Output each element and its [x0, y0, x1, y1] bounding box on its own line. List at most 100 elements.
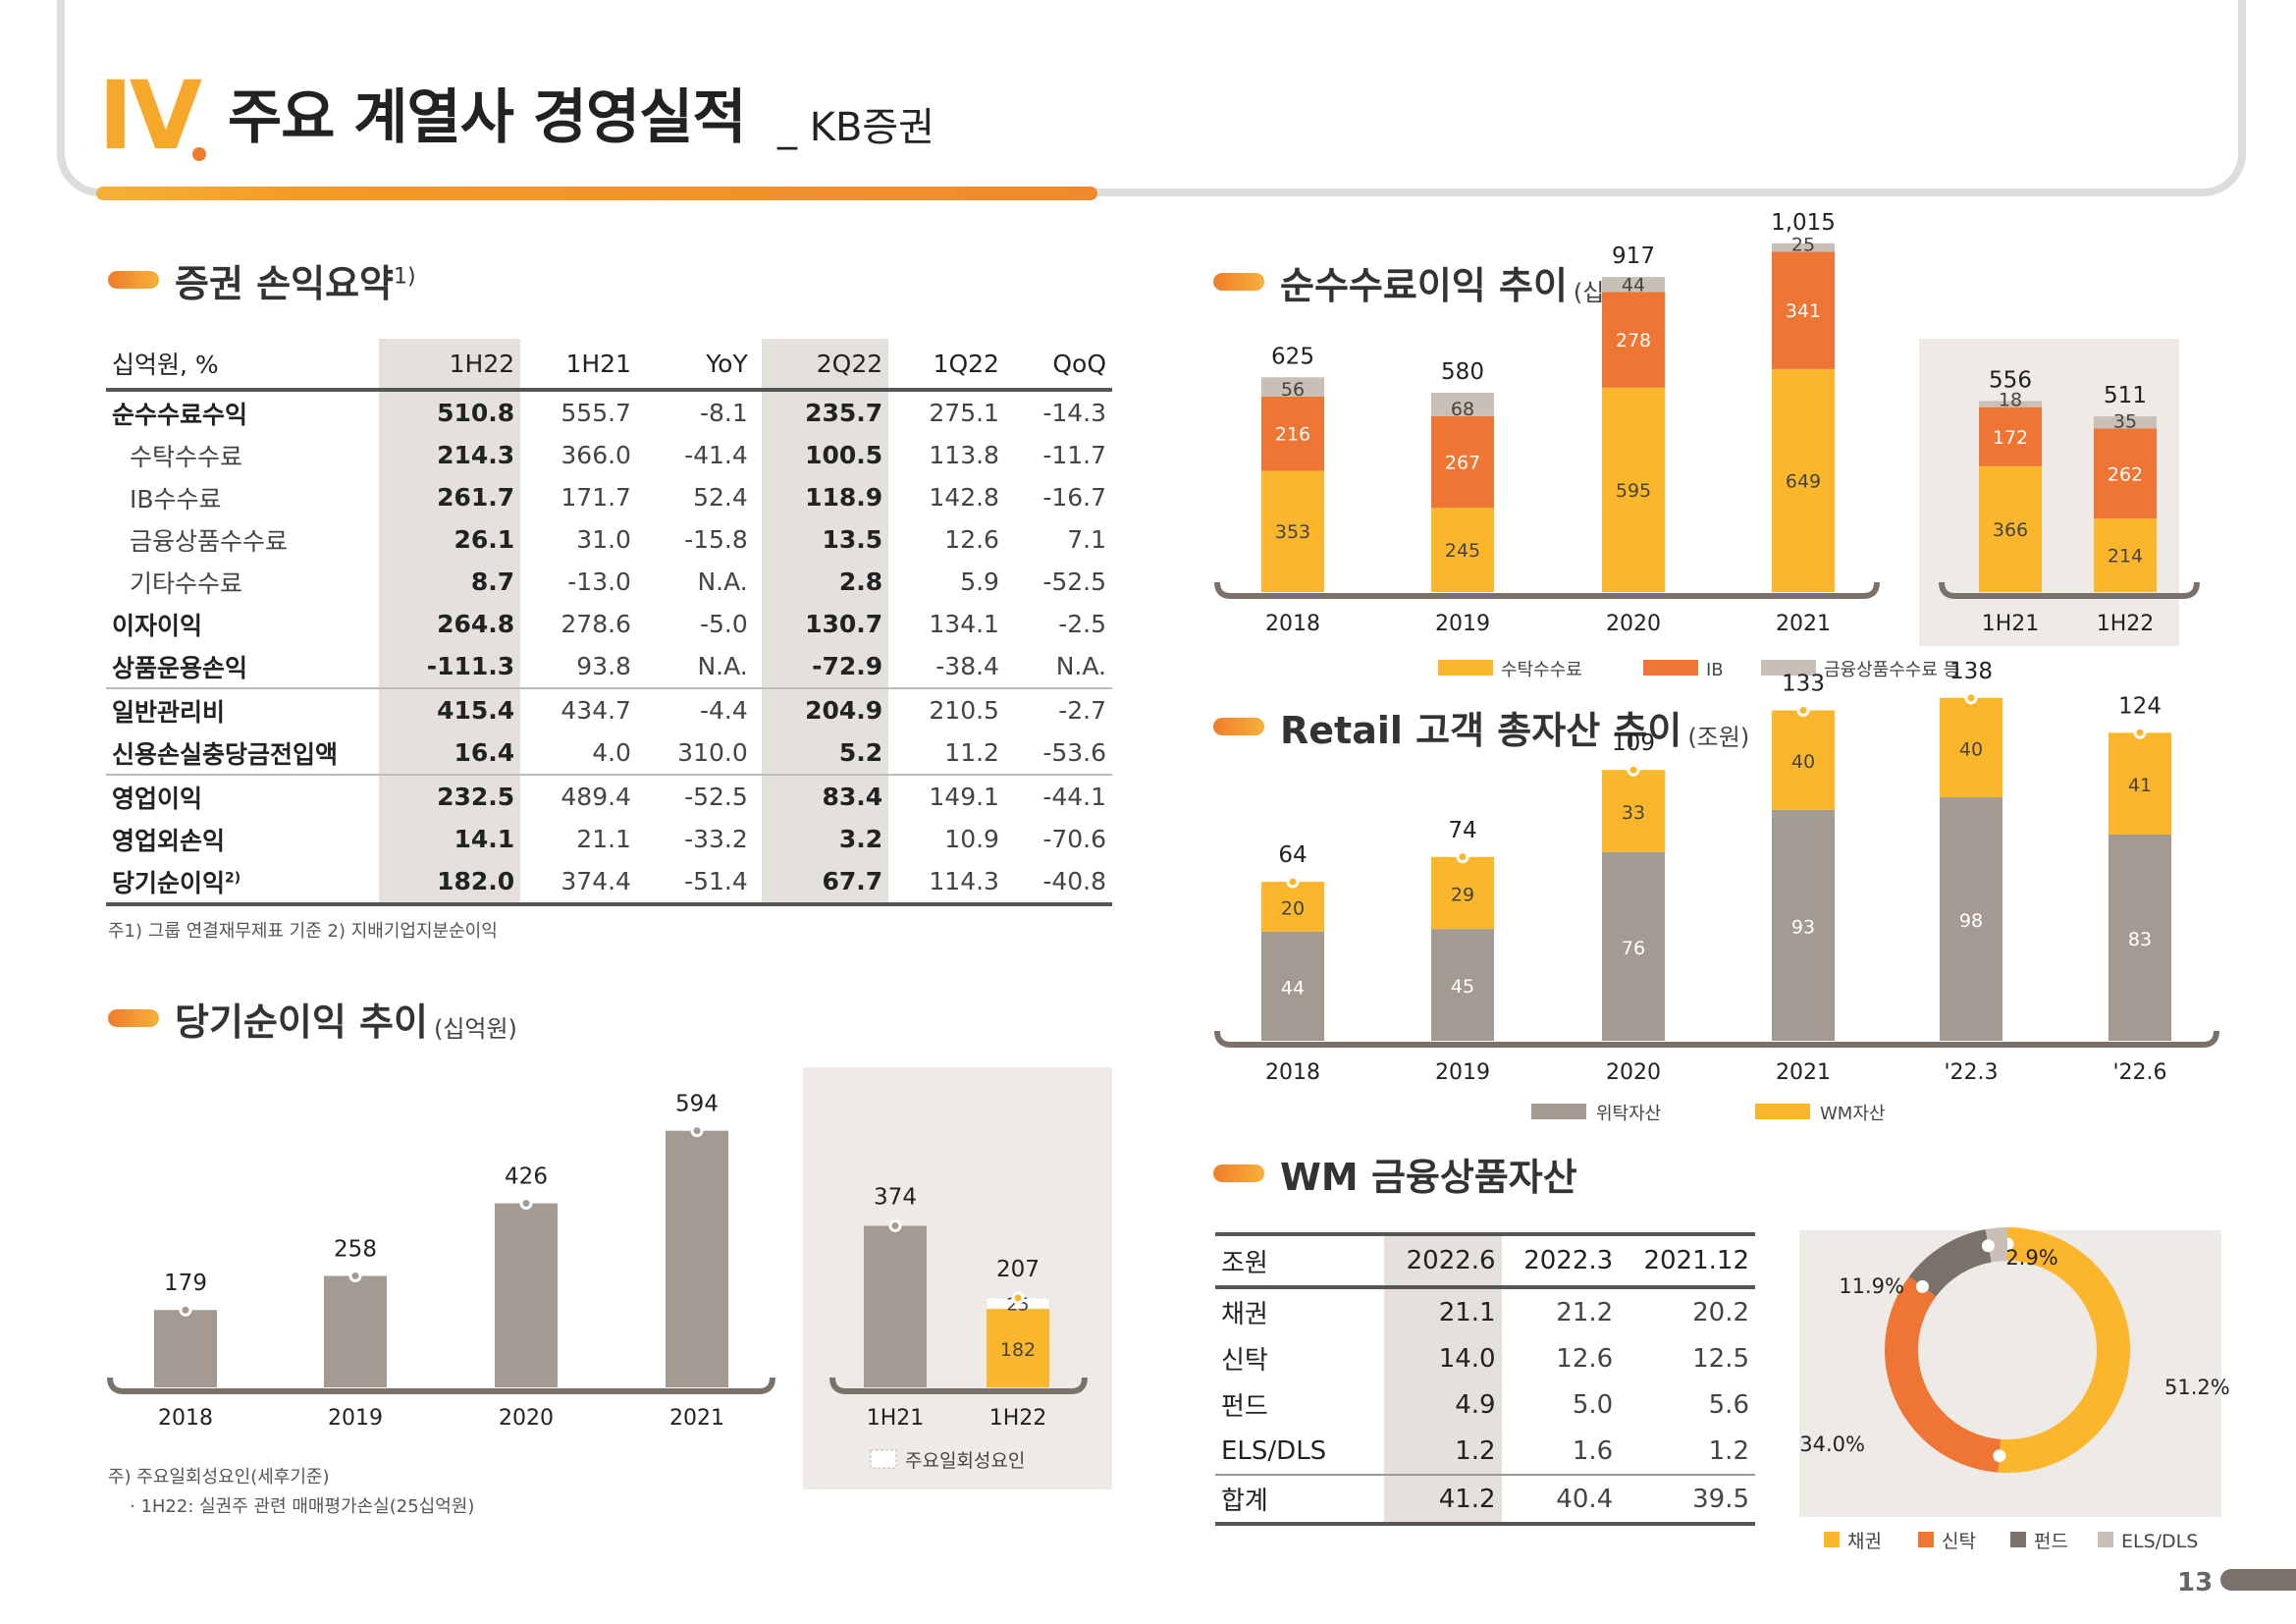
pnl-gap: [753, 645, 762, 688]
wm-title: WM 금융상품자산: [1280, 1156, 1577, 1199]
page-number: 13: [2177, 1568, 2214, 1597]
wm-cell: 20.2: [1692, 1297, 1749, 1327]
pnl-footnote: 주1) 그룹 연결재무제표 기준 2) 지배기업지분순이익: [108, 921, 498, 942]
wm-donut-slice: [1885, 1227, 2130, 1473]
fee-segment-label: 341: [1786, 300, 1821, 322]
pnl-cell: 11.2: [944, 738, 999, 767]
wm-row-label: ELS/DLS: [1221, 1435, 1327, 1466]
pnl-cell: 149.1: [888, 774, 1005, 818]
pnl-cell: 8.7: [379, 561, 521, 603]
pnl-row: 수탁수수료 214.3 366.0 -41.4 100.5 113.8 -11.7: [106, 434, 1112, 476]
pnl-gap: [753, 818, 762, 860]
retail-bar-consign: [2109, 835, 2171, 1041]
pnl-column-header: YoY: [636, 339, 754, 392]
pnl-cell: 113.8: [929, 441, 999, 469]
pnl-row: 기타수수료 8.7 -13.0 N.A. 2.8 5.9 -52.5: [106, 561, 1112, 603]
wm-legend-swatch: [2098, 1532, 2113, 1547]
retail-bar-wm: [2109, 732, 2171, 836]
net-income-half-total-label: 207: [996, 1257, 1040, 1282]
pnl-row-label: 이자이익: [112, 611, 203, 640]
fee-bar-segment: [2094, 416, 2157, 429]
pnl-cell: -53.6: [1042, 738, 1106, 767]
pnl-row: 일반관리비 415.4 434.7 -4.4 204.9 210.5 -2.7: [106, 687, 1112, 731]
fee-segment-label: 649: [1786, 470, 1821, 492]
value-marker: [1286, 875, 1300, 889]
header-progress-bar: [96, 187, 1097, 200]
fee-legend-swatch: [1438, 660, 1493, 676]
pnl-cell: -72.9: [761, 645, 889, 688]
pnl-cell: N.A.: [1055, 652, 1106, 680]
net-income-footnote-2: · 1H22: 실권주 관련 매매평가손실(25십억원): [130, 1496, 475, 1517]
net-income-value-label: 426: [505, 1164, 548, 1190]
wm-donut-value-label: 11.9%: [1839, 1274, 1904, 1298]
roman-dot: [192, 147, 206, 161]
pnl-row: 영업외손익 14.1 21.1 -33.2 3.2 10.9 -70.6: [106, 818, 1112, 860]
pnl-cell: -15.8: [684, 525, 748, 554]
fee-segment-label: 172: [1993, 427, 2028, 449]
pnl-cell: -70.6: [1042, 825, 1106, 853]
wm-legend-label: ELS/DLS: [2121, 1531, 2198, 1552]
fee-bar-segment: [1979, 401, 2042, 407]
pnl-cell: -2.5: [1058, 610, 1106, 638]
wm-legend-swatch: [1824, 1532, 1840, 1547]
pnl-cell: -40.8: [1004, 860, 1112, 906]
wm-legend-label: 채권: [1847, 1531, 1882, 1552]
wm-cell: 21.2: [1556, 1297, 1614, 1327]
pnl-cell: -111.3: [379, 645, 521, 688]
retail-consign-label: 93: [1791, 916, 1815, 938]
pnl-column-header: 2Q22: [761, 339, 889, 392]
wm-section-title: WM 금융상품자산: [1213, 1159, 1577, 1196]
value-marker: [1011, 1291, 1025, 1305]
wm-cell: 1.2: [1384, 1428, 1502, 1475]
retail-bar-wm: [1940, 697, 2002, 798]
pnl-cell: 510.8: [379, 390, 521, 434]
pnl-gap: [753, 731, 762, 775]
pnl-gap: [753, 561, 762, 603]
fee-category-label: 2021: [1776, 612, 1831, 636]
pnl-cell: 261.7: [379, 476, 521, 518]
section-pill-icon: [108, 1009, 159, 1027]
value-marker: [2133, 726, 2147, 739]
retail-baseline: [1214, 1030, 2219, 1048]
net-income-unit: (십억원): [433, 1015, 517, 1043]
retail-wm-label: 40: [1959, 738, 1983, 760]
pnl-column-header: 1H21: [520, 339, 637, 392]
pnl-cell: -38.4: [935, 652, 999, 680]
fee-bar-segment: [1431, 393, 1494, 416]
fee-segment-label: 353: [1275, 521, 1310, 543]
fee-bar-segment: [1261, 470, 1324, 592]
net-income-half-category-label: 1H22: [989, 1406, 1047, 1431]
pnl-cell: N.A.: [697, 652, 748, 680]
fee-bar-segment: [1979, 465, 2042, 592]
retail-bar-wm: [1431, 856, 1494, 930]
retail-legend-swatch: [1531, 1104, 1586, 1119]
pnl-cell: 555.7: [561, 399, 631, 427]
retail-total-label: 124: [2118, 693, 2162, 719]
pnl-cell: 100.5: [761, 434, 889, 476]
retail-total-label: 74: [1448, 818, 1476, 843]
retail-legend-swatch: [1755, 1104, 1810, 1119]
fee-category-label: 1H22: [2097, 612, 2155, 636]
net-income-category-label: 2019: [328, 1406, 383, 1431]
pnl-cell: -4.4: [636, 687, 754, 731]
pnl-section-title: 증권 손익요약1): [108, 265, 416, 302]
retail-wm-label: 33: [1622, 802, 1645, 824]
pnl-cell: 10.9: [944, 825, 999, 853]
value-marker: [1964, 691, 1978, 705]
pnl-cell: 118.9: [761, 476, 889, 518]
net-income-half-bar: [864, 1225, 927, 1387]
retail-category-label: '22.3: [1944, 1060, 1998, 1085]
retail-category-label: '22.6: [2112, 1060, 2166, 1085]
pnl-row: 상품운용손익 -111.3 93.8 N.A. -72.9 -38.4 N.A.: [106, 645, 1112, 688]
pnl-cell: -13.0: [567, 568, 631, 596]
net-income-half-segment-label: 182: [1000, 1339, 1036, 1361]
retail-bar-consign: [1772, 809, 1835, 1041]
pnl-cell: 182.0: [379, 860, 521, 906]
wm-row-label: 신탁: [1221, 1346, 1268, 1376]
pnl-cell: 214.3: [379, 434, 521, 476]
wm-row: ELS/DLS 1.2 1.6 1.2: [1215, 1428, 1755, 1475]
wm-cell: 14.0: [1384, 1335, 1502, 1381]
fee-legend-swatch: [1643, 660, 1698, 676]
legend-onetime-swatch: [870, 1449, 897, 1469]
wm-total-cell: 40.4: [1501, 1474, 1620, 1526]
